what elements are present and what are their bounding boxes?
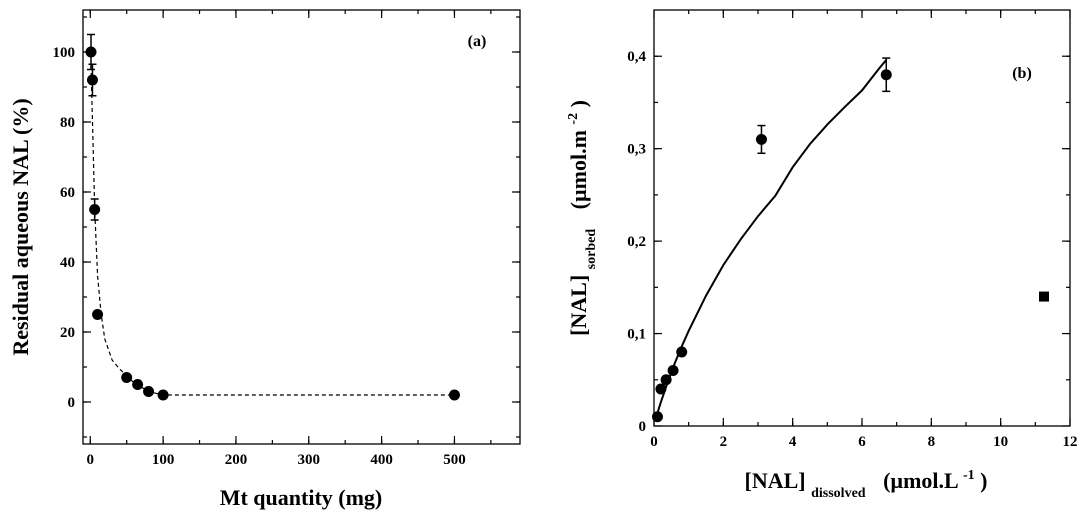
x-tick-label: 4 [789, 434, 797, 450]
data-point [655, 383, 667, 395]
x-axis-title-a: Mt quantity (mg) [220, 485, 383, 510]
data-point [143, 386, 155, 397]
data-point [651, 411, 663, 423]
x-tick-label: 400 [370, 452, 393, 468]
y-axis-title-b: [NAL] sorbed (µmol.m -2 ) [557, 100, 600, 336]
y-tick-label: 0,1 [627, 327, 646, 343]
x-tick-label: 6 [858, 434, 866, 450]
y-tick-label: 0,4 [627, 49, 646, 65]
y-axis-title-b-close: ) [566, 100, 591, 107]
plot-frame-a [82, 9, 521, 445]
data-point [157, 389, 169, 401]
y-tick-label: 100 [53, 45, 76, 61]
y-tick-label: 0 [68, 395, 76, 411]
panel-label-b: (b) [1012, 65, 1032, 82]
y-axis-title-b-sup: -2 [566, 113, 581, 125]
y-tick-label: 80 [60, 115, 75, 131]
x-tick-label: 100 [152, 452, 175, 468]
axis-ticks-b: 0 2 4 6 8 10 12 0 0,1 0,2 0,3 0,4 [627, 10, 1078, 450]
x-tick-label: 300 [298, 452, 321, 468]
y-tick-label: 60 [60, 185, 75, 201]
chart-panel-a: 0 100 200 300 400 500 0 20 40 60 80 100 (a) Mt quan… [8, 9, 521, 510]
x-tick-label: 10 [993, 434, 1008, 450]
data-point-square [1039, 291, 1049, 302]
x-axis-title-b-sub: dissolved [811, 486, 866, 501]
x-tick-label: 8 [928, 434, 936, 450]
data-points-a [85, 33, 460, 401]
data-points-b [651, 57, 1049, 423]
data-point [92, 309, 104, 320]
x-tick-label: 2 [720, 434, 728, 450]
x-tick-label: 500 [443, 452, 466, 468]
x-tick-label: 200 [225, 452, 248, 468]
x-axis-title-b-main: [NAL] [745, 468, 806, 493]
chart-panel-b: 0 2 4 6 8 10 12 0 0,1 0,2 0,3 0,4 (b) [NAL] dissolv… [557, 9, 1078, 502]
data-point [86, 74, 98, 86]
y-axis-title-a: Residual aqueous NAL (%) [8, 98, 33, 355]
x-axis-title-b-unit: (µmol.L [883, 468, 958, 493]
y-tick-label: 0,3 [627, 142, 646, 158]
x-tick-label: 0 [650, 434, 658, 450]
data-point [132, 379, 144, 390]
x-tick-label: 12 [1063, 434, 1078, 450]
y-tick-label: 20 [60, 325, 75, 341]
data-point [85, 46, 97, 58]
data-point [448, 389, 460, 401]
data-point [89, 204, 101, 215]
fit-line [90, 65, 455, 396]
data-point [121, 372, 133, 383]
fit-curve-b [654, 59, 888, 419]
plot-frame-b [653, 9, 1071, 427]
y-axis-title-b-unit: (µmol.m [566, 130, 591, 209]
x-axis-title-b: [NAL] dissolved (µmol.L -1 ) [745, 459, 988, 502]
x-axis-title-b-sup: -1 [963, 468, 975, 483]
y-tick-label: 40 [60, 255, 75, 271]
panel-label-a: (a) [468, 33, 487, 50]
data-point [676, 346, 688, 358]
data-point [667, 365, 679, 377]
x-tick-label: 0 [87, 452, 95, 468]
axis-ticks-a: 0 100 200 300 400 500 0 20 40 60 80 100 [53, 10, 520, 468]
y-tick-label: 0,2 [627, 234, 646, 250]
y-axis-title-b-main: [NAL] [566, 275, 591, 336]
fit-curve-a [90, 65, 455, 396]
y-tick-label: 0 [639, 419, 647, 435]
data-point [660, 374, 672, 386]
data-point [880, 69, 892, 81]
y-axis-title-b-sub: sorbed [584, 229, 599, 270]
x-axis-title-b-close: ) [980, 468, 987, 493]
fit-line [654, 59, 888, 419]
data-point [755, 133, 767, 145]
